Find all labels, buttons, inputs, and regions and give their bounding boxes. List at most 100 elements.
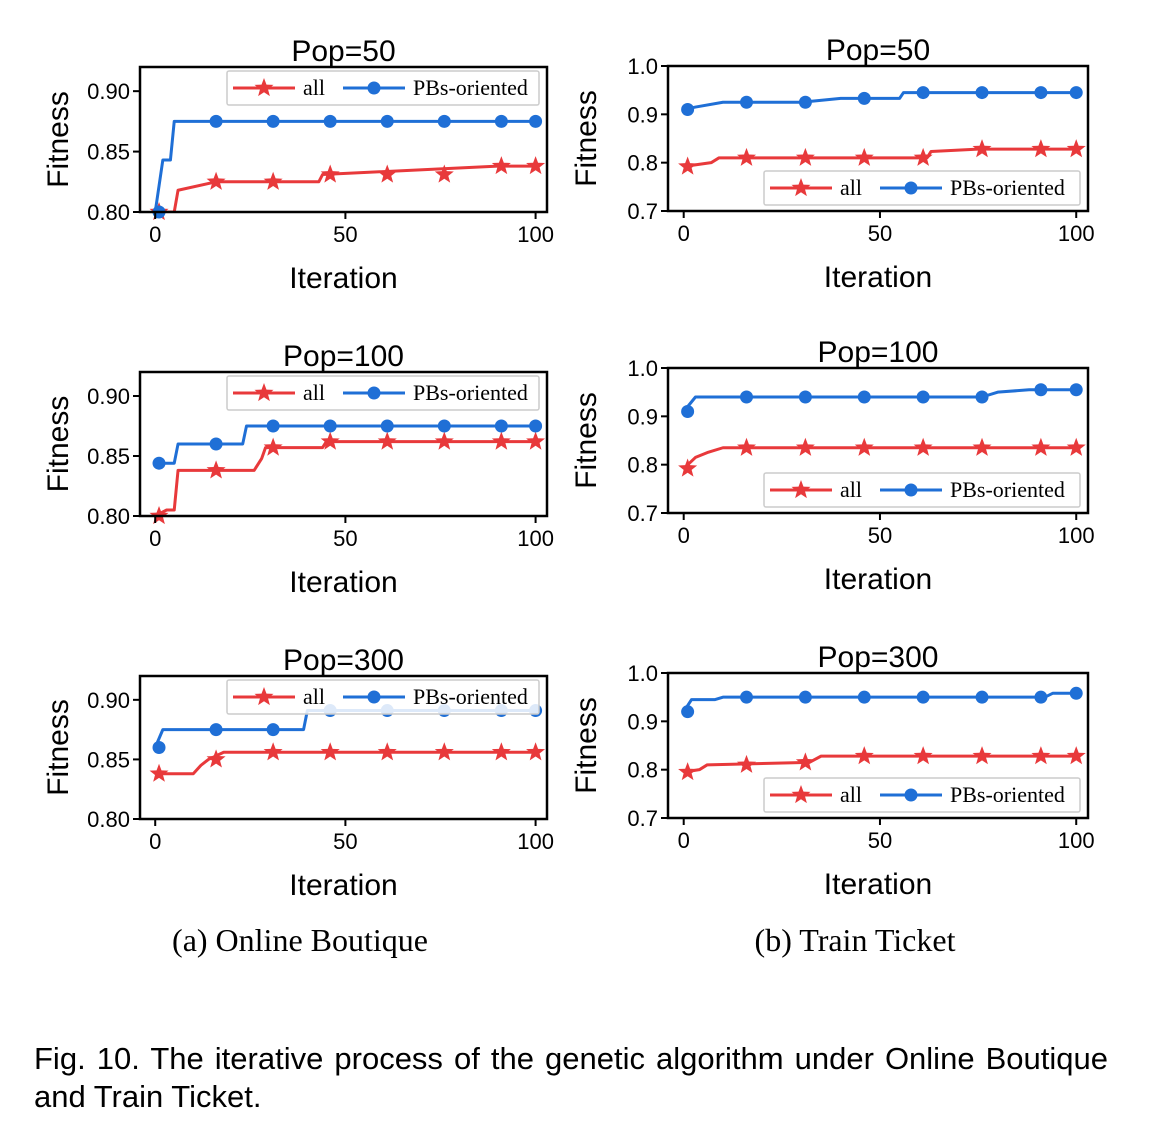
data-point-all (736, 437, 757, 456)
y-tick-label: 0.8 (627, 453, 658, 478)
plot-frame (138, 65, 549, 214)
data-point-pbs-oriented (209, 723, 223, 737)
data-point-all (854, 746, 874, 765)
y-axis-label: Fitness (570, 90, 603, 187)
chart-panel-5: 0 50 100 0.80 0.85 0.90 Pop=300 Iteration Fitnes… (42, 644, 554, 902)
legend: all PBs-oriented (226, 375, 540, 411)
chart-title: Pop=300 (283, 644, 404, 677)
x-tick-label: 50 (868, 523, 892, 548)
y-tick-label: 0.90 (87, 79, 130, 104)
plot-frame (666, 366, 1090, 515)
y-tick-label: 1.0 (627, 54, 658, 79)
data-point-all (1066, 139, 1086, 158)
data-point-all (491, 156, 511, 175)
plot-frame (666, 671, 1090, 820)
plot-frame (666, 64, 1090, 213)
data-point-pbs-oriented (266, 723, 280, 737)
data-point-pbs-oriented (916, 390, 930, 404)
series-line-all (682, 446, 1077, 470)
x-tick-label: 100 (517, 829, 554, 854)
data-point-all (526, 156, 546, 175)
y-tick-label: 0.8 (627, 758, 658, 783)
legend-label: all (303, 75, 325, 100)
legend-label: PBs-oriented (950, 477, 1065, 502)
x-tick-label: 0 (678, 828, 690, 853)
data-point-all (795, 752, 815, 771)
y-tick-label: 0.9 (627, 709, 658, 734)
legend-label: all (303, 684, 325, 709)
data-point-pbs-oriented (798, 95, 812, 109)
x-axis-label: Iteration (824, 563, 932, 596)
data-point-pbs-oriented (1034, 383, 1048, 397)
legend: all PBs-oriented (226, 70, 540, 106)
x-axis-label: Iteration (289, 869, 397, 902)
series-line-all (155, 164, 536, 212)
data-point-all (854, 147, 874, 166)
data-point-all (795, 437, 815, 456)
series-line-all (154, 440, 536, 516)
legend-label: PBs-oriented (413, 75, 528, 100)
x-tick-label: 50 (868, 828, 892, 853)
data-point-pbs-oriented (857, 91, 871, 105)
chart-panel-4: 0 50 100 0.7 0.8 0.9 1.0 Pop=100 Iteration Fitnes… (570, 336, 1095, 596)
data-point-all (377, 431, 397, 450)
data-point-all (377, 164, 397, 183)
x-tick-label: 0 (149, 222, 161, 247)
data-point-pbs-oriented (681, 405, 695, 418)
legend-marker-all (254, 383, 274, 402)
legend-marker-all (791, 178, 811, 197)
data-point-pbs-oriented (1069, 383, 1083, 397)
plot-frame (138, 370, 549, 518)
x-tick-label: 50 (868, 221, 892, 246)
data-point-pbs-oriented (152, 741, 166, 754)
data-point-all (149, 763, 169, 782)
data-point-all (736, 754, 757, 773)
data-point-all (491, 742, 511, 761)
data-point-pbs-oriented (323, 419, 337, 433)
data-point-all (1031, 746, 1051, 765)
x-tick-label: 0 (678, 221, 690, 246)
plot-area (682, 691, 1077, 774)
data-point-all (434, 742, 454, 761)
legend-marker-pbs-oriented (367, 81, 381, 95)
data-point-pbs-oriented (380, 419, 394, 433)
y-tick-label: 1.0 (627, 356, 658, 381)
chart-panel-3: 0 50 100 0.80 0.85 0.90 Pop=100 Iteration Fitnes… (42, 340, 554, 599)
data-point-all (972, 746, 992, 765)
data-point-all (972, 139, 992, 158)
data-point-pbs-oriented (740, 390, 754, 404)
sub-caption-a: (a) Online Boutique (172, 922, 428, 958)
chart-title: Pop=50 (826, 34, 930, 67)
plot-frame (138, 674, 549, 821)
x-axis-label: Iteration (824, 868, 932, 901)
legend-marker-pbs-oriented (904, 788, 918, 802)
chart-title: Pop=50 (291, 35, 395, 68)
x-tick-label: 50 (333, 829, 357, 854)
y-tick-label: 1.0 (627, 661, 658, 686)
data-point-pbs-oriented (494, 114, 508, 128)
data-point-all (434, 431, 454, 450)
data-point-pbs-oriented (798, 690, 812, 704)
legend-marker-all (791, 785, 811, 804)
data-point-pbs-oriented (437, 419, 451, 433)
data-point-pbs-oriented (323, 114, 337, 128)
data-point-pbs-oriented (975, 690, 989, 704)
y-tick-label: 0.80 (87, 504, 130, 529)
legend-label: PBs-oriented (413, 684, 528, 709)
data-point-all (263, 437, 283, 456)
y-tick-label: 0.80 (87, 200, 130, 225)
data-point-pbs-oriented (380, 114, 394, 128)
data-point-all (1031, 437, 1051, 456)
data-point-all (1066, 437, 1086, 456)
y-tick-label: 0.7 (627, 806, 658, 831)
data-point-pbs-oriented (975, 390, 989, 404)
y-tick-label: 0.85 (87, 444, 130, 469)
data-point-all (263, 171, 283, 190)
data-point-all (434, 164, 454, 183)
x-axis-label: Iteration (289, 566, 397, 599)
y-tick-label: 0.85 (87, 140, 130, 165)
x-tick-label: 0 (149, 829, 161, 854)
figure: 0 50 1000.800.850.90Pop=50IterationFitness… (42, 34, 1095, 902)
data-point-pbs-oriented (1034, 690, 1048, 704)
legend: all PBs-oriented (226, 679, 540, 715)
